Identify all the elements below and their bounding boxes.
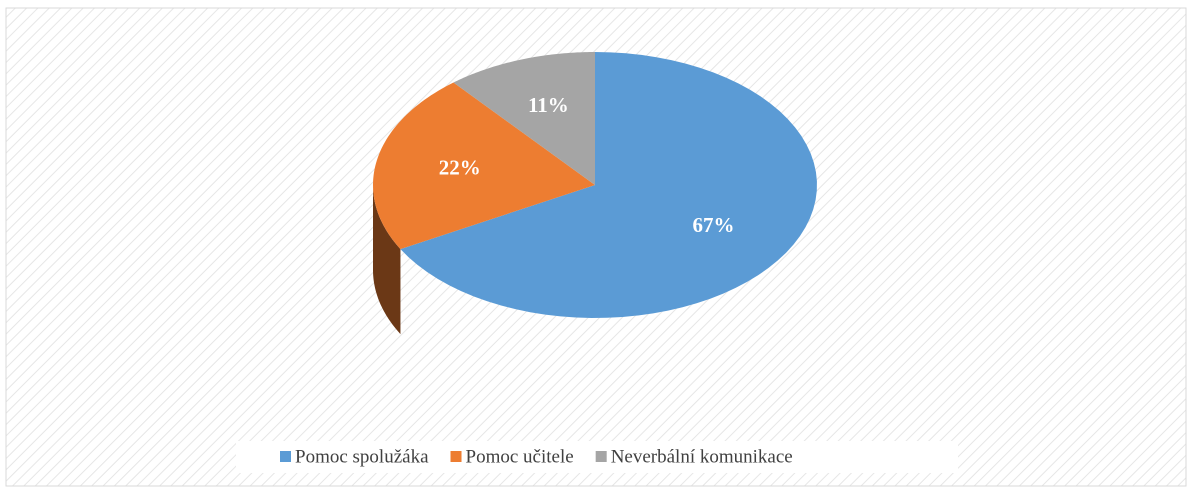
legend: Pomoc spolužáka Pomoc učitele Neverbální k… <box>280 446 793 467</box>
slice <box>373 82 595 250</box>
legend-label: Pomoc spolužáka <box>295 446 429 467</box>
legend-swatch <box>450 451 462 462</box>
slice <box>453 52 595 185</box>
legend-label: Neverbální komunikace <box>611 446 793 467</box>
data-label: 22% <box>439 155 481 179</box>
legend-swatch <box>280 451 291 462</box>
data-label: 11% <box>528 93 569 117</box>
slice <box>400 52 817 318</box>
legend-label: Pomoc učitele <box>466 446 574 467</box>
pie: 67% 22% 11% <box>373 52 817 335</box>
legend-swatch <box>595 451 607 462</box>
data-label: 67% <box>692 213 734 237</box>
slice-side <box>373 185 401 335</box>
